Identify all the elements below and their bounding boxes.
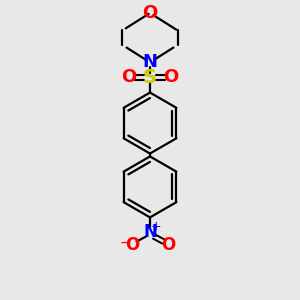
Text: S: S — [143, 68, 157, 87]
Text: +: + — [151, 220, 161, 233]
Text: O: O — [125, 236, 139, 254]
Text: O: O — [122, 68, 137, 86]
Text: O: O — [163, 68, 178, 86]
Text: N: N — [142, 53, 158, 71]
Text: N: N — [143, 223, 157, 241]
Text: O: O — [161, 236, 175, 254]
Text: O: O — [142, 4, 158, 22]
Text: −: − — [120, 236, 131, 250]
